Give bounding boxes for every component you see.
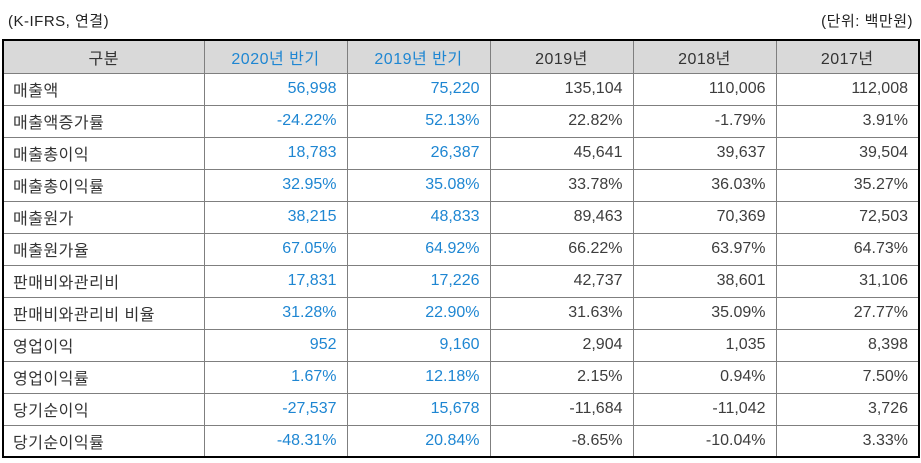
cell-value: -11,042 — [632, 392, 777, 426]
cell-value: -48.31% — [203, 424, 348, 458]
cell-value: 56,998 — [203, 72, 348, 106]
cell-value: 33.78% — [489, 168, 634, 202]
row-label: 판매비와관리비 — [2, 264, 205, 298]
table-row: 영업이익률 1.67% 12.18% 2.15% 0.94% 7.50% — [2, 360, 920, 394]
table-row: 매출총이익 18,783 26,387 45,641 39,637 39,504 — [2, 136, 920, 170]
table-row: 당기순이익 -27,537 15,678 -11,684 -11,042 3,726 — [2, 392, 920, 426]
cell-value: 135,104 — [489, 72, 634, 106]
header-row: 구분 2020년 반기 2019년 반기 2019년 2018년 2017년 — [2, 39, 920, 74]
cell-value: 67.05% — [203, 232, 348, 266]
accounting-standard-note: (K-IFRS, 연결) — [8, 12, 110, 30]
column-header-4: 2018년 — [632, 39, 777, 74]
cell-value: 18,783 — [203, 136, 348, 170]
row-label: 당기순이익 — [2, 392, 205, 426]
table-row: 당기순이익률 -48.31% 20.84% -8.65% -10.04% 3.33% — [2, 424, 920, 458]
table-caption-bar: (K-IFRS, 연결) (단위: 백만원) — [2, 6, 919, 32]
table-row: 매출원가 38,215 48,833 89,463 70,369 72,503 — [2, 200, 920, 234]
cell-value: 17,226 — [346, 264, 491, 298]
row-label: 영업이익 — [2, 328, 205, 362]
cell-value: 110,006 — [632, 72, 777, 106]
cell-value: 9,160 — [346, 328, 491, 362]
row-label: 매출원가율 — [2, 232, 205, 266]
cell-value: 1.67% — [203, 360, 348, 394]
unit-note: (단위: 백만원) — [821, 12, 913, 30]
cell-value: 63.97% — [632, 232, 777, 266]
cell-value: 20.84% — [346, 424, 491, 458]
cell-value: 38,601 — [632, 264, 777, 298]
cell-value: 17,831 — [203, 264, 348, 298]
cell-value: 35.09% — [632, 296, 777, 330]
cell-value: 89,463 — [489, 200, 634, 234]
table-row: 매출총이익률 32.95% 35.08% 33.78% 36.03% 35.27% — [2, 168, 920, 202]
cell-value: 66.22% — [489, 232, 634, 266]
row-label: 영업이익률 — [2, 360, 205, 394]
row-label: 판매비와관리비 비율 — [2, 296, 205, 330]
table-row: 판매비와관리비 17,831 17,226 42,737 38,601 31,106 — [2, 264, 920, 298]
row-label: 매출원가 — [2, 200, 205, 234]
cell-value: 8,398 — [775, 328, 920, 362]
cell-value: -1.79% — [632, 104, 777, 138]
cell-value: 39,637 — [632, 136, 777, 170]
cell-value: -11,684 — [489, 392, 634, 426]
cell-value: 45,641 — [489, 136, 634, 170]
cell-value: 31.63% — [489, 296, 634, 330]
row-label: 매출총이익률 — [2, 168, 205, 202]
cell-value: 48,833 — [346, 200, 491, 234]
cell-value: 7.50% — [775, 360, 920, 394]
cell-value: 75,220 — [346, 72, 491, 106]
cell-value: 27.77% — [775, 296, 920, 330]
financial-summary-table: 구분 2020년 반기 2019년 반기 2019년 2018년 2017년 매출액 56,… — [2, 39, 920, 458]
cell-value: 22.90% — [346, 296, 491, 330]
cell-value: 36.03% — [632, 168, 777, 202]
cell-value: 72,503 — [775, 200, 920, 234]
cell-value: 64.73% — [775, 232, 920, 266]
cell-value: 3.91% — [775, 104, 920, 138]
cell-value: 31.28% — [203, 296, 348, 330]
table-row: 영업이익 952 9,160 2,904 1,035 8,398 — [2, 328, 920, 362]
column-header-3: 2019년 — [489, 39, 634, 74]
cell-value: -27,537 — [203, 392, 348, 426]
column-header-0: 구분 — [2, 39, 205, 74]
cell-value: -8.65% — [489, 424, 634, 458]
table-row: 매출액 56,998 75,220 135,104 110,006 112,008 — [2, 72, 920, 106]
row-label: 매출액증가률 — [2, 104, 205, 138]
table-row: 매출액증가률 -24.22% 52.13% 22.82% -1.79% 3.91% — [2, 104, 920, 138]
cell-value: 42,737 — [489, 264, 634, 298]
cell-value: 35.27% — [775, 168, 920, 202]
column-header-2: 2019년 반기 — [346, 39, 491, 74]
column-header-1: 2020년 반기 — [203, 39, 348, 74]
cell-value: 12.18% — [346, 360, 491, 394]
table-row: 판매비와관리비 비율 31.28% 22.90% 31.63% 35.09% 27.77% — [2, 296, 920, 330]
cell-value: 32.95% — [203, 168, 348, 202]
table-body: 매출액 56,998 75,220 135,104 110,006 112,008 매출액증… — [2, 72, 920, 458]
cell-value: 1,035 — [632, 328, 777, 362]
cell-value: 15,678 — [346, 392, 491, 426]
cell-value: 2.15% — [489, 360, 634, 394]
cell-value: 112,008 — [775, 72, 920, 106]
row-label: 당기순이익률 — [2, 424, 205, 458]
cell-value: 22.82% — [489, 104, 634, 138]
cell-value: 70,369 — [632, 200, 777, 234]
cell-value: 64.92% — [346, 232, 491, 266]
column-header-5: 2017년 — [775, 39, 920, 74]
cell-value: 38,215 — [203, 200, 348, 234]
cell-value: 952 — [203, 328, 348, 362]
cell-value: 2,904 — [489, 328, 634, 362]
cell-value: 31,106 — [775, 264, 920, 298]
cell-value: 3.33% — [775, 424, 920, 458]
table-row: 매출원가율 67.05% 64.92% 66.22% 63.97% 64.73% — [2, 232, 920, 266]
cell-value: -24.22% — [203, 104, 348, 138]
cell-value: 0.94% — [632, 360, 777, 394]
cell-value: 39,504 — [775, 136, 920, 170]
cell-value: 3,726 — [775, 392, 920, 426]
cell-value: 35.08% — [346, 168, 491, 202]
cell-value: 26,387 — [346, 136, 491, 170]
row-label: 매출액 — [2, 72, 205, 106]
row-label: 매출총이익 — [2, 136, 205, 170]
cell-value: -10.04% — [632, 424, 777, 458]
cell-value: 52.13% — [346, 104, 491, 138]
